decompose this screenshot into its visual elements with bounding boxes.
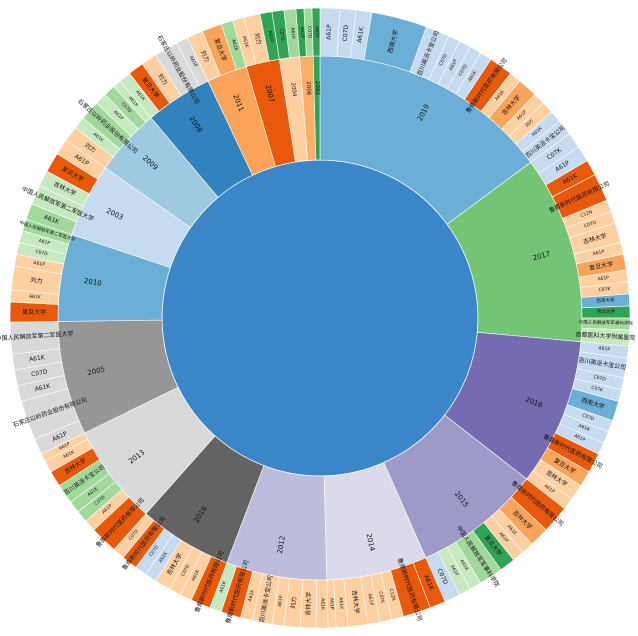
applicant-segment-2012-0[interactable] — [315, 579, 329, 629]
applicant-segment-2010-0[interactable] — [9, 301, 59, 323]
year-ring — [57, 55, 583, 581]
applicant-segment-2019-0[interactable] — [319, 7, 341, 57]
applicant-segment-2005-5[interactable] — [9, 321, 61, 355]
root-disc — [161, 159, 479, 477]
applicant-ring — [9, 7, 631, 629]
applicant-segment-2002-0[interactable] — [311, 7, 321, 57]
applicant-segment-2017-12[interactable] — [581, 305, 631, 319]
